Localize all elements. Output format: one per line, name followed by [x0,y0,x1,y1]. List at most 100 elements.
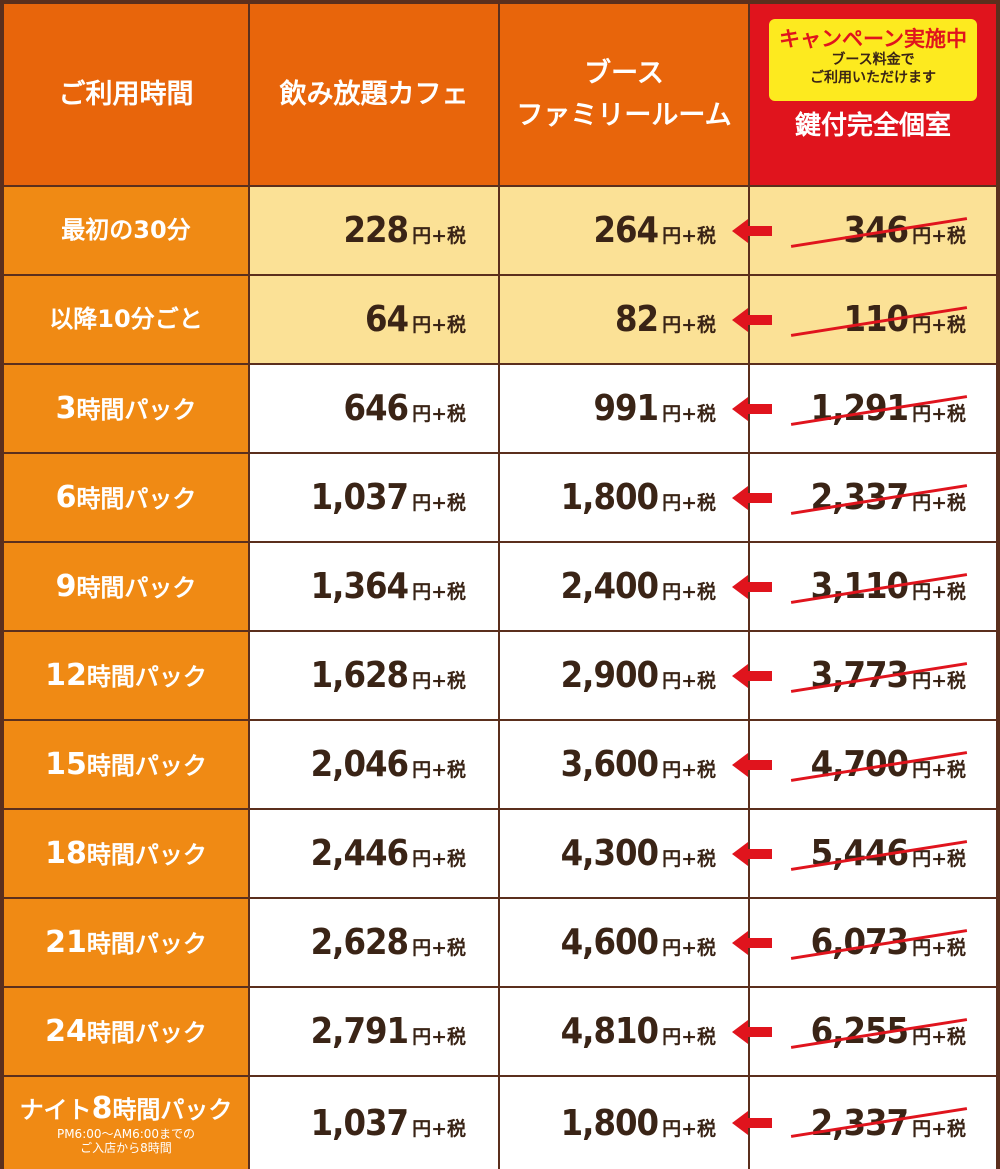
price-unit: 円+税 [662,314,716,336]
left-arrow-icon [732,663,772,688]
price-unit: 円+税 [912,492,966,514]
row-label: 最初の30分 [4,187,250,276]
row-label-suffix: 時間パック [76,484,197,513]
header-booth-line1: ブース [584,57,664,89]
price-row: 18時間パック 2,446 円+税 4,300 円+税 5,446 円+税 [4,810,996,899]
row-label-hours: 6 [55,479,77,515]
booth-price: 4,810 円+税 [500,988,750,1077]
row-label-hours: 24 [45,1013,87,1049]
row-label-note1: PM6:00〜AM6:00までの [56,1127,196,1141]
price-unit: 円+税 [412,314,466,336]
left-arrow-icon [732,218,772,243]
header-cafe: 飲み放題カフェ [250,4,500,187]
price-unit: 円+税 [662,1026,716,1048]
campaign-title: キャンペーン実施中 [779,27,967,51]
row-label: ナイト8時間パック PM6:00〜AM6:00までの ご入店から8時間 [4,1077,250,1169]
row-label-suffix: 時間パック [86,840,207,869]
price-unit: 円+税 [412,1026,466,1048]
price-unit: 円+税 [912,848,966,870]
header-row: ご利用時間 飲み放題カフェ ブース ファミリールーム キャンペーン実施中 ブース… [4,4,996,187]
row-label-hours: 21 [45,924,87,960]
price-unit: 円+税 [412,492,466,514]
left-arrow-icon [732,485,772,510]
row-label-hours: 9 [55,568,77,604]
cafe-price-value: 64 [365,299,409,340]
booth-price-value: 991 [593,388,659,429]
row-label: 21時間パック [4,899,250,988]
booth-price-value: 2,900 [560,655,659,696]
booth-price-value: 1,800 [560,1102,659,1144]
cafe-price: 2,628 円+税 [250,899,500,988]
price-unit: 円+税 [912,1117,966,1140]
header-private-room: キャンペーン実施中 ブース料金で ご利用いただけます 鍵付完全個室 [750,4,996,187]
price-unit: 円+税 [912,670,966,692]
row-label: 以降10分ごと [4,276,250,365]
row-label-hours: 15 [45,746,87,782]
row-label-suffix: 時間パック [86,1018,207,1047]
left-arrow-icon [732,396,772,421]
booth-price-value: 1,800 [560,477,659,518]
price-row: 9時間パック 1,364 円+税 2,400 円+税 3,110 円+税 [4,543,996,632]
price-table: ご利用時間 飲み放題カフェ ブース ファミリールーム キャンペーン実施中 ブース… [4,4,996,1169]
campaign-badge: キャンペーン実施中 ブース料金で ご利用いただけます [769,19,977,101]
price-row: ナイト8時間パック PM6:00〜AM6:00までの ご入店から8時間 1,037 円+… [4,1077,996,1169]
booth-price-value: 82 [615,299,659,340]
price-row: 24時間パック 2,791 円+税 4,810 円+税 6,255 円+税 [4,988,996,1077]
price-unit: 円+税 [662,225,716,247]
private-room-old-price: 3,110 円+税 [732,543,996,632]
price-row: 21時間パック 2,628 円+税 4,600 円+税 6,073 円+税 [4,899,996,988]
cafe-price: 64 円+税 [250,276,500,365]
row-label-prefix: ナイト [19,1096,92,1124]
booth-price: 2,900 円+税 [500,632,750,721]
left-arrow-icon [732,307,772,332]
left-arrow-icon [732,574,772,599]
price-unit: 円+税 [912,581,966,603]
booth-price-value: 264 [593,210,659,251]
left-arrow-icon [732,841,772,866]
price-unit: 円+税 [912,759,966,781]
booth-price: 82 円+税 [500,276,750,365]
cafe-price: 1,037 円+税 [250,1077,500,1169]
row-label-suffix: 時間パック [76,395,197,424]
booth-price-value: 4,810 [560,1011,659,1052]
cafe-price-value: 1,628 [310,655,409,696]
private-room-label: 鍵付完全個室 [794,111,951,141]
row-label: 9時間パック [4,543,250,632]
booth-price-value: 3,600 [560,744,659,785]
left-arrow-icon [732,1019,772,1044]
row-label-text: 以降10分ごと [49,305,203,334]
booth-price: 3,600 円+税 [500,721,750,810]
row-label-suffix: 時間パック [76,573,197,602]
private-room-old-price: 6,073 円+税 [732,899,996,988]
campaign-sub1: ブース料金で [831,52,915,68]
booth-price: 1,800 円+税 [500,454,750,543]
price-unit: 円+税 [662,759,716,781]
row-label-hours: 12 [45,657,87,693]
row-label-note2: ご入店から8時間 [80,1141,172,1155]
price-unit: 円+税 [662,492,716,514]
cafe-price-value: 2,628 [310,922,409,963]
row-label: 15時間パック [4,721,250,810]
booth-price: 1,800 円+税 [500,1077,750,1169]
cafe-price-value: 228 [343,210,409,251]
cafe-price-value: 1,037 [310,1102,409,1144]
cafe-price-value: 2,046 [310,744,409,785]
cafe-price: 1,364 円+税 [250,543,500,632]
private-room-old-price: 4,700 円+税 [732,721,996,810]
price-unit: 円+税 [412,581,466,603]
cafe-price-value: 2,791 [310,1011,409,1052]
booth-price-value: 4,600 [560,922,659,963]
cafe-price-value: 646 [343,388,409,429]
booth-price: 4,600 円+税 [500,899,750,988]
private-room-old-price: 1,291 円+税 [732,365,996,454]
cafe-price: 228 円+税 [250,187,500,276]
price-unit: 円+税 [662,1117,716,1140]
row-label: 3時間パック [4,365,250,454]
cafe-price: 1,628 円+税 [250,632,500,721]
price-unit: 円+税 [662,581,716,603]
booth-price: 264 円+税 [500,187,750,276]
header-booth: ブース ファミリールーム [500,4,750,187]
